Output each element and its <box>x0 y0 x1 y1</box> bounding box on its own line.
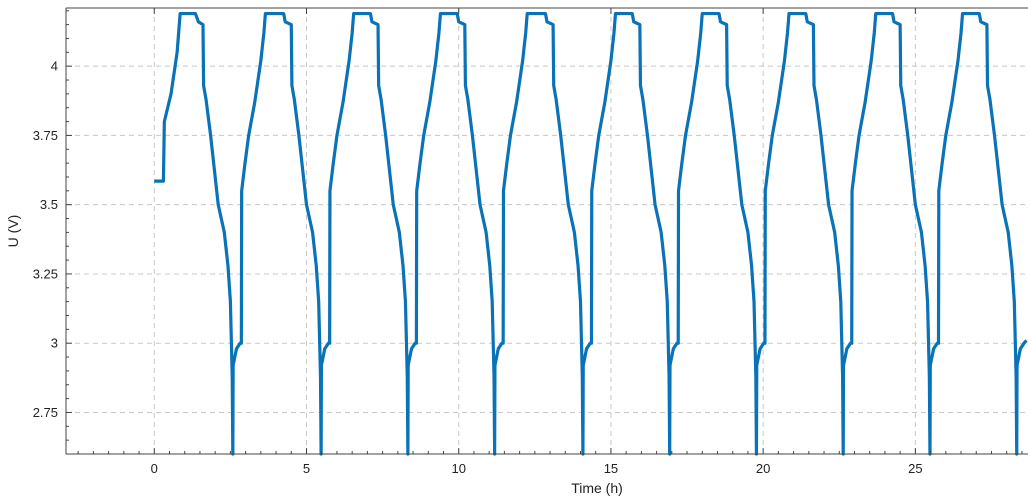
x-tick-label: 0 <box>151 461 158 476</box>
x-tick-label: 20 <box>756 461 770 476</box>
x-tick-label: 10 <box>451 461 465 476</box>
y-tick-label: 4 <box>51 59 58 74</box>
series-layer <box>154 11 1028 456</box>
y-tick-label: 3.25 <box>33 266 58 281</box>
plot-frame <box>65 7 1028 455</box>
y-tick-label: 3.5 <box>40 197 58 212</box>
y-tick-label: 3.75 <box>33 128 58 143</box>
voltage-series-line <box>154 11 1028 456</box>
x-tick-label: 5 <box>303 461 310 476</box>
grid <box>66 8 1028 454</box>
ticks: 0 5 10 15 20 25 2.75 3 3.25 3.5 3.75 4 <box>33 8 1023 476</box>
x-tick-label: 15 <box>604 461 618 476</box>
x-tick-label: 25 <box>908 461 922 476</box>
x-axis-title: Time (h) <box>571 480 623 496</box>
y-tick-label: 3 <box>51 336 58 351</box>
y-axis-title: U (V) <box>5 215 21 248</box>
y-tick-label: 2.75 <box>33 405 58 420</box>
